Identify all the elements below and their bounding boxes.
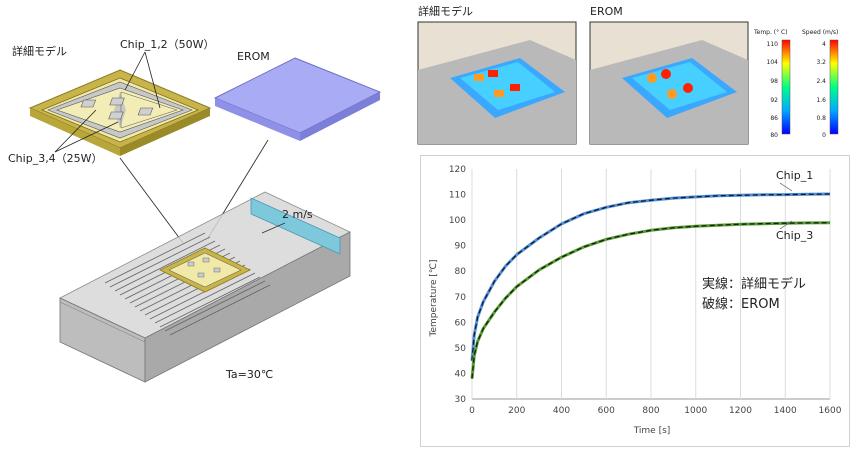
svg-text:86: 86 [770, 115, 778, 122]
svg-text:3.2: 3.2 [816, 59, 826, 66]
legend-dashed-line-note: 破線：EROM [702, 296, 780, 312]
y-tick-label: 60 [455, 318, 467, 328]
snapshot-erom-title: EROM [590, 5, 623, 18]
model-diagram: 詳細モデル Chip_1,2（50W） Chip_3,4（25W） EROM [8, 38, 382, 383]
speed-legend-title: Speed (m/s) [802, 29, 838, 36]
y-tick-labels: 30 40 50 60 70 80 90 100 110 120 [449, 165, 466, 405]
speed-legend-ticks: 4 3.2 2.4 1.6 0.8 0 [816, 41, 826, 139]
y-tick-label: 70 [455, 293, 467, 303]
erom-block [213, 57, 382, 141]
temp-legend-ticks: 110 104 98 92 86 80 [767, 41, 779, 139]
svg-text:0.8: 0.8 [816, 115, 826, 122]
snapshot-detail-title: 詳細モデル [418, 4, 473, 18]
y-tick-label: 80 [455, 267, 467, 277]
temp-legend-title: Temp. (° C) [753, 29, 788, 36]
thermal-snapshots: 詳細モデル EROM Temp. (° C) 110 104 98 92 86 … [417, 4, 839, 145]
svg-text:2.4: 2.4 [816, 78, 826, 85]
series-lines [470, 182, 831, 379]
chip1-leader [779, 182, 793, 192]
svg-text:110: 110 [767, 41, 779, 48]
chip3-leader [779, 220, 793, 230]
erom-label: EROM [237, 50, 270, 63]
chip-3 [80, 99, 97, 108]
x-tick-label: 600 [598, 406, 615, 416]
snapshot-erom [589, 21, 749, 145]
x-tick-label: 1000 [684, 406, 707, 416]
detail-model-board [28, 69, 212, 156]
y-tick-label: 100 [449, 216, 466, 226]
x-tick-label: 400 [553, 406, 570, 416]
temp-legend-bar [781, 39, 791, 135]
y-tick-label: 120 [449, 165, 466, 175]
svg-text:4: 4 [822, 41, 826, 48]
x-tick-label: 0 [469, 406, 475, 416]
legend-solid-line-note: 実線：詳細モデル [702, 276, 806, 292]
chip-4 [108, 111, 124, 120]
chip12-label: Chip_1,2（50W） [120, 38, 215, 51]
svg-text:1.6: 1.6 [816, 97, 826, 104]
x-tick-label: 1200 [729, 406, 752, 416]
series-line-dashed-2 [471, 222, 831, 379]
temperature-chart: 30 40 50 60 70 80 90 100 110 120 0 200 400 600 800 100… [420, 155, 850, 447]
chip-1 [109, 97, 125, 106]
series-label-chip3: Chip_3 [776, 229, 813, 242]
y-tick-label: 50 [455, 344, 467, 354]
y-tick-label: 110 [449, 191, 466, 201]
svg-text:104: 104 [767, 59, 779, 66]
snapshot-detail [417, 21, 577, 145]
x-tick-labels: 0 200 400 600 800 1000 1200 1400 1600 [469, 406, 842, 416]
svg-text:0: 0 [822, 132, 826, 139]
x-tick-label: 1600 [819, 406, 842, 416]
svg-text:80: 80 [770, 132, 778, 139]
chip34-label: Chip_3,4（25W） [8, 152, 103, 165]
x-tick-label: 200 [508, 406, 525, 416]
series-label-chip1: Chip_1 [776, 169, 813, 182]
chip-2 [137, 107, 154, 116]
svg-text:92: 92 [770, 97, 778, 104]
y-tick-label: 30 [455, 395, 467, 405]
x-tick-label: 800 [642, 406, 659, 416]
y-tick-label: 90 [455, 242, 467, 252]
x-tick-label: 1400 [774, 406, 797, 416]
detail-model-label: 詳細モデル [12, 44, 67, 58]
x-axis-label: Time [s] [633, 426, 671, 436]
y-axis-label: Temperature [℃] [429, 259, 439, 337]
svg-text:98: 98 [770, 78, 778, 85]
y-tick-label: 40 [455, 369, 467, 379]
speed-legend-bar [829, 39, 839, 135]
series-line-dashed-1 [471, 193, 831, 361]
assembly [59, 191, 351, 383]
airflow-label: 2 m/s [282, 208, 313, 221]
ambient-label: Ta=30℃ [225, 368, 273, 381]
